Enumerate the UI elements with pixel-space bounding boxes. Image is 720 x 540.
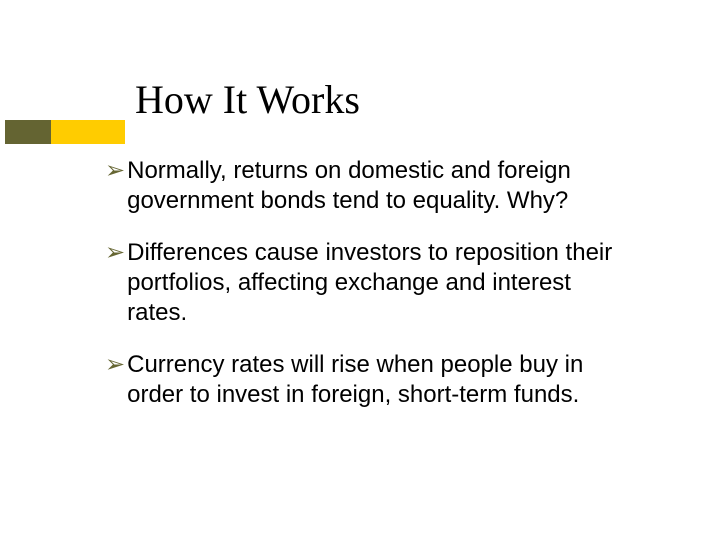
bullet-list: ➢ Normally, returns on domestic and fore… [105,156,635,432]
bullet-text: Differences cause investors to repositio… [127,238,635,328]
accent-bar [5,120,125,144]
slide-title: How It Works [135,78,360,122]
accent-left-block [5,120,51,144]
list-item: ➢ Differences cause investors to reposit… [105,238,635,328]
bullet-text: Normally, returns on domestic and foreig… [127,156,635,216]
bullet-icon: ➢ [105,156,125,186]
list-item: ➢ Currency rates will rise when people b… [105,350,635,410]
bullet-icon: ➢ [105,350,125,380]
bullet-icon: ➢ [105,238,125,268]
accent-right-block [51,120,125,144]
slide: How It Works ➢ Normally, returns on dome… [0,0,720,540]
list-item: ➢ Normally, returns on domestic and fore… [105,156,635,216]
bullet-text: Currency rates will rise when people buy… [127,350,635,410]
